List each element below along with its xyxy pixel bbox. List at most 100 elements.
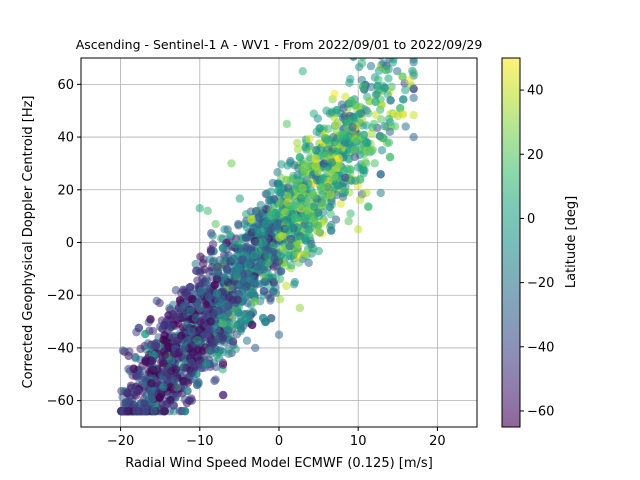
scatter-point bbox=[241, 233, 251, 242]
scatter-point bbox=[304, 258, 313, 268]
scatter-point bbox=[186, 327, 196, 336]
scatter-point bbox=[166, 356, 176, 365]
scatter-point bbox=[304, 179, 313, 188]
scatter-point bbox=[319, 159, 329, 168]
scatter-point bbox=[401, 122, 410, 131]
scatter-point bbox=[218, 289, 228, 298]
scatter-point bbox=[371, 90, 380, 99]
scatter-point bbox=[179, 301, 189, 310]
scatter-point bbox=[285, 201, 295, 211]
scatter-point bbox=[318, 174, 328, 183]
scatter-point bbox=[234, 219, 243, 229]
x-tick-label: 20 bbox=[429, 434, 446, 449]
scatter-point bbox=[351, 135, 360, 144]
scatter-point bbox=[301, 213, 310, 222]
scatter-point bbox=[359, 130, 369, 140]
scatter-point bbox=[290, 277, 300, 287]
scatter-point bbox=[409, 68, 418, 78]
scatter-point bbox=[268, 273, 277, 282]
scatter-point bbox=[201, 359, 211, 369]
scatter-point bbox=[384, 138, 394, 147]
scatter-point bbox=[277, 160, 286, 169]
scatter-point bbox=[224, 293, 234, 302]
colorbar-tick-label: −60 bbox=[527, 404, 554, 419]
y-axis-ticks: −60 −40 −20 0 20 40 60 bbox=[47, 78, 81, 409]
scatter-point bbox=[196, 325, 205, 334]
scatter-point bbox=[289, 250, 298, 260]
colorbar-label: Latitude [deg] bbox=[564, 196, 579, 288]
scatter-point bbox=[308, 211, 317, 221]
scatter-point bbox=[393, 66, 402, 76]
scatter-point bbox=[409, 58, 418, 67]
scatter-point bbox=[341, 92, 350, 102]
y-tick-label: −40 bbox=[47, 341, 74, 356]
scatter-point bbox=[190, 363, 199, 373]
scatter-point bbox=[385, 127, 395, 136]
scatter-point bbox=[330, 89, 339, 99]
scatter-point bbox=[330, 172, 339, 181]
scatter-point bbox=[187, 294, 197, 304]
scatter-point bbox=[326, 190, 335, 200]
scatter-point bbox=[218, 295, 227, 304]
scatter-point bbox=[246, 273, 255, 283]
scatter-point bbox=[178, 376, 188, 386]
scatter-point bbox=[219, 313, 228, 322]
scatter-point bbox=[118, 346, 128, 355]
scatter-point bbox=[409, 84, 418, 94]
scatter-point bbox=[146, 379, 156, 388]
scatter-point bbox=[179, 363, 188, 372]
scatter-point bbox=[203, 333, 212, 342]
scatter-point bbox=[362, 121, 371, 130]
scatter-point bbox=[299, 167, 309, 177]
scatter-point bbox=[323, 183, 332, 192]
scatter-point bbox=[337, 100, 347, 109]
scatter-point bbox=[251, 343, 260, 353]
scatter-point bbox=[293, 171, 302, 180]
scatter-point bbox=[160, 331, 169, 340]
scatter-point bbox=[332, 119, 341, 129]
scatter-point bbox=[247, 320, 257, 330]
scatter-point bbox=[365, 96, 374, 106]
scatter-point bbox=[247, 215, 256, 224]
scatter-point bbox=[369, 119, 379, 129]
scatter-point bbox=[361, 159, 371, 168]
scatter-point bbox=[168, 310, 178, 319]
y-tick-label: 0 bbox=[66, 236, 74, 251]
scatter-point bbox=[260, 250, 269, 259]
scatter-point bbox=[218, 333, 228, 342]
scatter-point bbox=[196, 317, 205, 327]
scatter-point bbox=[167, 322, 176, 331]
scatter-point bbox=[258, 238, 268, 247]
scatter-point bbox=[282, 119, 292, 129]
x-tick-label: 10 bbox=[350, 434, 367, 449]
colorbar-frame bbox=[501, 57, 521, 428]
scatter-point bbox=[266, 211, 276, 221]
colorbar-tick-label: −40 bbox=[527, 340, 554, 355]
scatter-point bbox=[327, 197, 336, 206]
scatter-point bbox=[374, 75, 383, 84]
scatter-point bbox=[384, 74, 393, 83]
scatter-point bbox=[156, 322, 165, 332]
scatter-point bbox=[193, 335, 202, 345]
scatter-point bbox=[273, 221, 282, 230]
scatter-point bbox=[287, 261, 296, 270]
scatter-point bbox=[266, 187, 276, 196]
scatter-point bbox=[234, 308, 243, 317]
scatter-point bbox=[131, 353, 140, 363]
scatter-point bbox=[159, 382, 168, 392]
y-tick-label: −20 bbox=[47, 289, 74, 304]
scatter-point bbox=[333, 181, 343, 190]
scatter-point bbox=[379, 133, 388, 143]
scatter-point bbox=[385, 152, 395, 162]
scatter-point bbox=[169, 401, 178, 410]
colorbar-ticks: −60 −40 −20 0 20 40 bbox=[520, 84, 554, 419]
scatter-point bbox=[242, 336, 252, 345]
scatter-point bbox=[349, 58, 358, 61]
scatter-point bbox=[317, 201, 327, 211]
scatter-point bbox=[309, 202, 319, 211]
scatter-point bbox=[326, 209, 335, 219]
scatter-point bbox=[229, 254, 238, 264]
scatter-point bbox=[315, 124, 324, 133]
scatter-point bbox=[364, 108, 373, 118]
y-axis-label: Corrected Geophysical Doppler Centroid [… bbox=[21, 95, 36, 388]
